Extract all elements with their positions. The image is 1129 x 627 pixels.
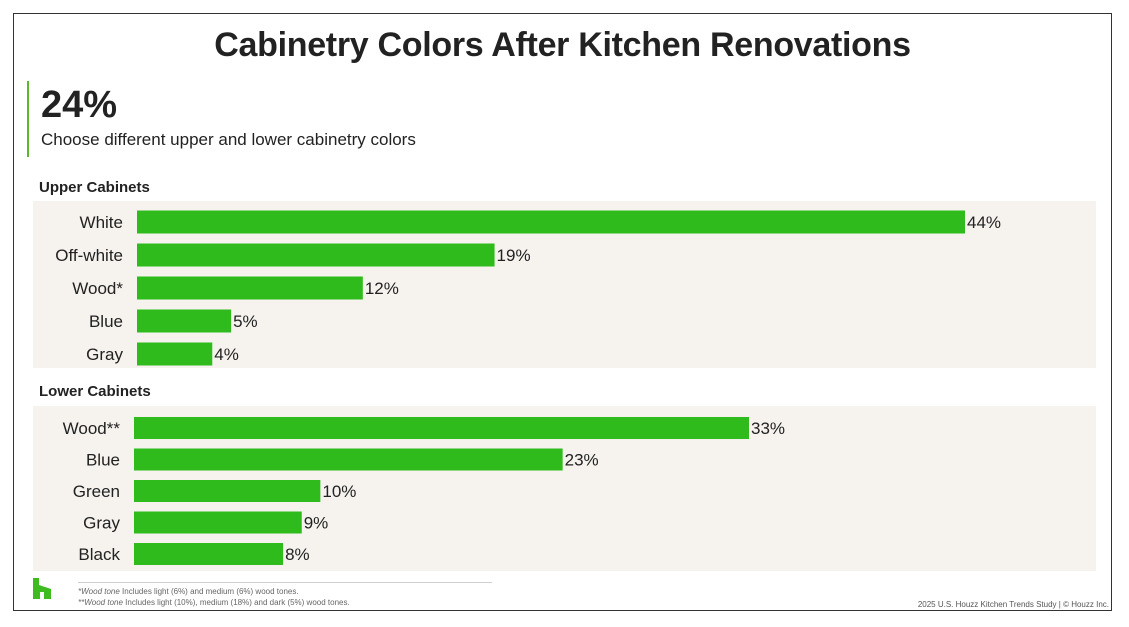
footnote-wood: *Wood tone Includes light (6%) and mediu… [78,587,299,596]
bar-blue [137,309,232,333]
category-label-black: Black [78,545,120,564]
footnote-wood-lower: **Wood tone Includes light (10%), medium… [78,598,350,607]
houzz-logo-icon [33,578,51,599]
highlight-value: 24% [41,84,118,126]
data-label-gray: 9% [304,514,329,533]
category-label-wood: Wood* [72,279,123,298]
source-credit: 2025 U.S. Houzz Kitchen Trends Study | ©… [917,600,1109,609]
bar-green [134,480,321,502]
data-label-blue: 23% [565,451,599,470]
category-label-gray: Gray [86,345,123,364]
bar-gray [137,342,213,366]
data-label-wood: 12% [365,279,399,298]
lower-cabinets-title: Lower Cabinets [39,383,151,400]
bar-wood [134,417,749,439]
category-label-white: White [80,213,123,232]
upper-cabinets-title: Upper Cabinets [39,179,150,196]
highlight-caption: Choose different upper and lower cabinet… [41,130,416,149]
bar-gray [134,511,302,534]
bar-off-white [137,243,495,267]
lower-cabinets-chart: Wood** 33% Blue 23% Green 10% Gray 9% Black 8% [63,417,785,565]
category-label-blue: Blue [86,451,120,470]
data-label-black: 8% [285,545,310,564]
data-label-blue: 5% [233,312,258,331]
data-label-white: 44% [967,213,1001,232]
data-label-green: 10% [322,482,356,501]
footnote-divider [78,582,492,583]
category-label-blue: Blue [89,312,123,331]
category-label-wood: Wood** [63,419,121,438]
page-title: Cabinetry Colors After Kitchen Renovatio… [214,26,911,64]
category-label-off-white: Off-white [55,246,123,265]
data-label-gray: 4% [214,345,239,364]
highlight-accent-rule [27,81,29,157]
bar-blue [134,448,563,471]
upper-cabinets-chart: White 44% Off-white 19% Wood* 12% Blue 5% Gray 4% [55,210,1001,366]
category-label-gray: Gray [83,514,120,533]
slide-frame [13,13,1112,611]
bar-wood [137,276,363,300]
data-label-wood: 33% [751,419,785,438]
bar-black [134,543,284,565]
category-label-green: Green [73,482,120,501]
data-label-off-white: 19% [497,246,531,265]
bar-white [137,210,965,234]
